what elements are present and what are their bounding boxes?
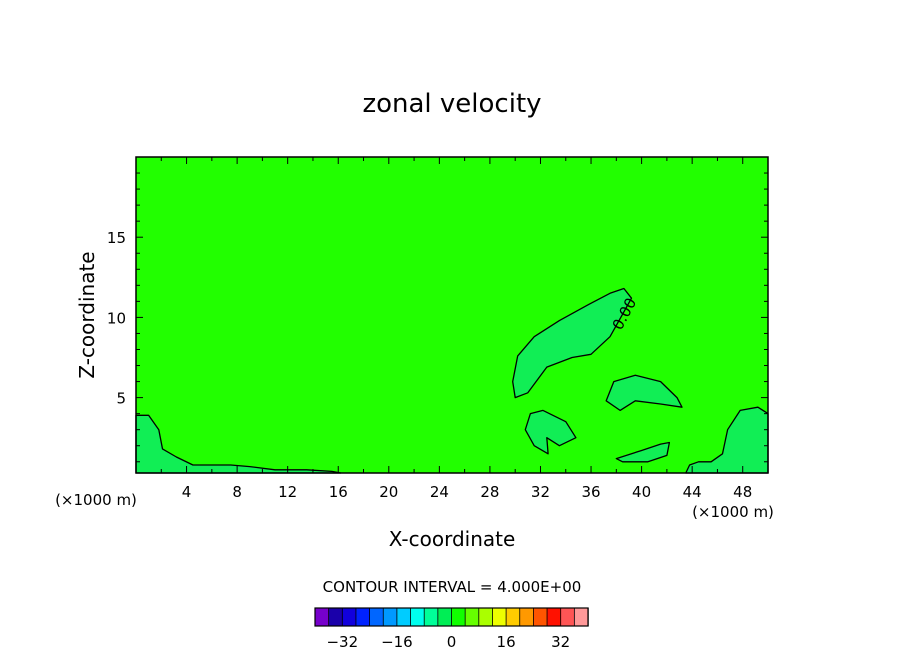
colorbar-swatch: [314, 607, 330, 627]
colorbar: [314, 607, 589, 627]
colorbar-swatch: [423, 607, 439, 627]
x-tick-label: 4: [182, 483, 192, 501]
plot-frame: [135, 156, 769, 474]
colorbar-swatch: [478, 607, 494, 627]
colorbar-tick-label: 32: [551, 633, 570, 651]
contour-region-right-blob: [605, 374, 683, 412]
colorbar-tick-label: −16: [381, 633, 413, 651]
x-axis-label: X-coordinate: [389, 527, 516, 551]
colorbar-swatch: [492, 607, 507, 627]
y-tick-labels: 5 10 15: [107, 229, 126, 407]
colorbar-swatch: [328, 607, 343, 627]
plot-area: 0.00: [135, 156, 769, 474]
x-tick-label: 8: [232, 483, 242, 501]
x-tick-label: 32: [531, 483, 550, 501]
x-tick-label: 44: [683, 483, 702, 501]
colorbar-swatch: [437, 607, 453, 627]
colorbar-swatch: [369, 607, 384, 627]
x-tick-label: 12: [278, 483, 297, 501]
colorbar-swatch: [410, 607, 425, 627]
colorbar-swatch: [573, 607, 589, 627]
colorbar-swatch: [546, 607, 562, 627]
x-unit-right: (×1000 m): [692, 503, 774, 521]
colorbar-tick-label: −32: [326, 633, 358, 651]
colorbar-swatch: [382, 607, 398, 627]
y-tick-label: 5: [116, 390, 126, 408]
colorbar-swatch: [451, 607, 466, 627]
contour-regions: [135, 287, 769, 474]
x-tick-labels: 4 8 12 16 20 24 28 32 36 40 44 48: [182, 483, 752, 501]
y-tick-label: 15: [107, 229, 126, 247]
colorbar-tick-label: 0: [447, 633, 457, 651]
x-tick-label: 24: [430, 483, 449, 501]
x-tick-label: 48: [733, 483, 752, 501]
colorbar-tick-label: 16: [497, 633, 516, 651]
chart-title: zonal velocity: [362, 89, 541, 119]
colorbar-swatch: [355, 607, 371, 627]
colorbar-swatch: [533, 607, 548, 627]
y-axis-label: Z-coordinate: [75, 251, 99, 378]
y-tick-label: 10: [107, 309, 126, 327]
plot-background: [136, 157, 768, 473]
contour-region-lower-right-blob: [615, 441, 671, 463]
contour-interval-label: CONTOUR INTERVAL = 4.000E+00: [323, 578, 582, 596]
colorbar-swatch: [396, 607, 412, 627]
colorbar-swatch: [505, 607, 521, 627]
x-tick-label: 28: [480, 483, 499, 501]
colorbar-swatch: [519, 607, 535, 627]
x-tick-label: 20: [379, 483, 398, 501]
colorbar-swatch: [464, 607, 480, 627]
contour-region-upper-arc: [512, 287, 633, 399]
x-tick-label: 16: [329, 483, 348, 501]
colorbar-swatch: [341, 607, 357, 627]
x-tick-label: 36: [581, 483, 600, 501]
x-unit-left: (×1000 m): [55, 491, 137, 509]
axis-ticks: [136, 157, 769, 473]
x-tick-label: 40: [632, 483, 651, 501]
colorbar-swatch: [560, 607, 576, 627]
contour-region-mid-blob: [524, 409, 577, 455]
colorbar-frame: [314, 607, 589, 627]
colorbar-tick-labels: −32 −16 0 16 32: [326, 633, 570, 651]
